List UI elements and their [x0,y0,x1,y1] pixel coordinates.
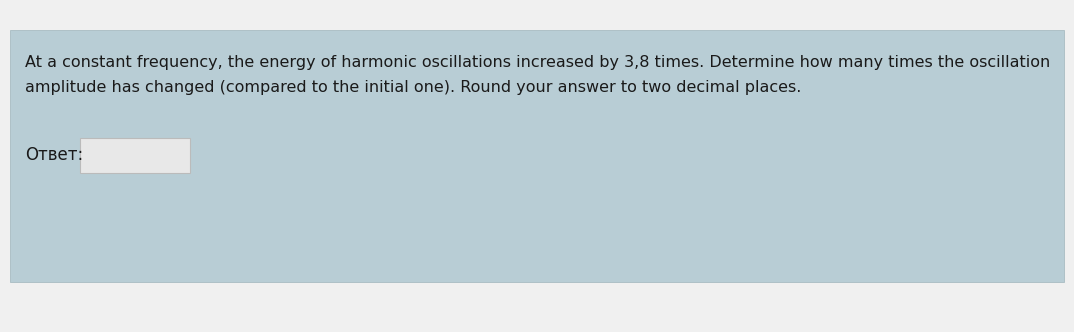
Bar [79,138,190,173]
Text: At a constant frequency, the energy of harmonic oscillations increased by 3,8 ti: At a constant frequency, the energy of h… [25,55,1050,70]
Text: amplitude has changed (compared to the initial one). Round your answer to two de: amplitude has changed (compared to the i… [25,80,801,95]
Bar [10,30,1064,282]
Text: Ответ:: Ответ: [25,146,84,164]
